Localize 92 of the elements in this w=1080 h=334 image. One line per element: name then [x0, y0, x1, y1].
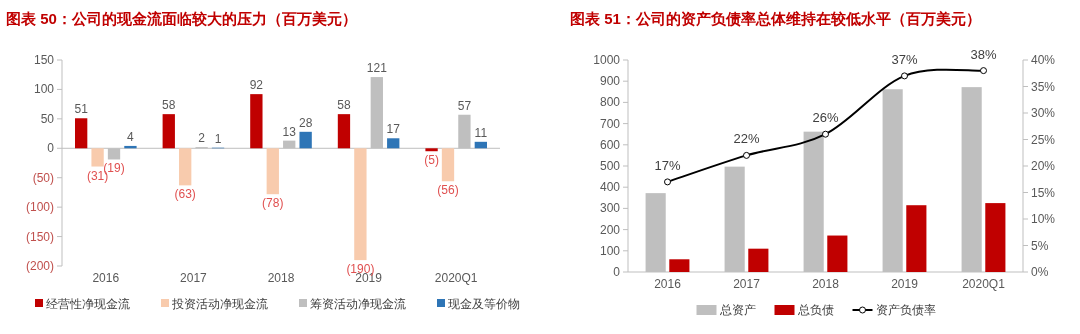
data-label: (63)	[174, 187, 196, 202]
point	[664, 178, 671, 186]
data-label: 28	[298, 115, 313, 130]
data-label: 13	[282, 124, 297, 139]
bar	[266, 148, 279, 195]
bar	[387, 138, 400, 149]
x-tick-label: 2017	[180, 271, 208, 285]
y-tick-label: 500	[599, 159, 621, 173]
legend-label: 筹资活动净现金流	[310, 297, 406, 311]
bar	[441, 148, 455, 182]
data-label: 92	[249, 78, 264, 93]
y-tick-label: (50)	[32, 170, 54, 185]
data-label: 17	[386, 122, 401, 137]
y-tick-label: 150	[33, 53, 55, 67]
x-tick-label: 2018	[267, 271, 295, 285]
data-label: (78)	[262, 196, 284, 211]
bar	[827, 235, 848, 272]
data-label: 4	[127, 129, 135, 144]
legend-label: 投资活动净现金流	[171, 297, 268, 311]
y2-tick-label: 35%	[1031, 79, 1056, 94]
data-label: 37%	[891, 51, 918, 67]
x-tick-label: 2020Q1	[434, 271, 478, 285]
y2-tick-label: 15%	[1031, 185, 1056, 200]
y-tick-label: (150)	[25, 229, 54, 244]
y-tick-label: (100)	[25, 200, 54, 215]
bar	[354, 148, 367, 261]
bar	[748, 248, 769, 272]
legend-label: 总负债	[796, 303, 834, 317]
x-tick-label: 2020Q1	[962, 277, 1006, 291]
legend-label: 现金及等价物	[448, 297, 520, 311]
data-label: 57	[457, 98, 472, 113]
y-tick-label: 100	[599, 243, 621, 258]
legend-label: 资产负债率	[875, 303, 936, 317]
data-label: 22%	[733, 131, 760, 147]
point	[743, 151, 750, 159]
point	[901, 72, 908, 80]
data-label: 121	[366, 61, 388, 76]
chart-title: 图表 51：公司的资产负债率总体维持在较低水平（百万美元）	[570, 10, 981, 27]
y-tick-label: 0	[613, 265, 621, 279]
data-label: 11	[474, 125, 488, 140]
y-tick-label: 600	[599, 137, 621, 152]
data-label: 17%	[654, 157, 681, 173]
y2-tick-label: 30%	[1031, 106, 1056, 120]
y2-tick-label: 40%	[1031, 53, 1056, 67]
bar	[250, 94, 263, 149]
bar	[337, 114, 351, 149]
x-tick-label: 2019	[891, 277, 919, 291]
bar	[425, 148, 438, 152]
y-tick-label: 700	[599, 116, 621, 131]
y-tick-label: 0	[47, 141, 55, 156]
y-tick-label: 1000	[593, 53, 621, 67]
y-tick-label: 800	[599, 95, 621, 110]
y2-tick-label: 5%	[1031, 238, 1049, 253]
data-label: 51	[74, 102, 89, 117]
y-tick-label: (200)	[25, 259, 54, 273]
bar	[299, 131, 312, 149]
data-label: 38%	[970, 46, 997, 62]
bar	[985, 203, 1006, 272]
y-tick-label: 200	[599, 222, 621, 237]
y-tick-label: 100	[33, 82, 55, 97]
bar	[179, 148, 192, 186]
x-tick-label: 2018	[812, 277, 840, 291]
point	[822, 130, 829, 138]
bar	[474, 141, 487, 149]
legend-label: 经营性净现金流	[46, 297, 130, 311]
bar	[669, 259, 690, 272]
bar	[906, 205, 927, 272]
y-tick-label: 300	[599, 201, 621, 216]
x-tick-label: 2017	[733, 277, 761, 291]
y2-tick-label: 10%	[1031, 212, 1056, 226]
chart-title: 图表 50：公司的现金流面临较大的压力（百万美元）	[6, 10, 357, 27]
data-label: 1	[214, 131, 222, 146]
data-label: 58	[337, 98, 351, 113]
y2-tick-label: 25%	[1031, 132, 1056, 147]
bar	[124, 145, 137, 149]
point	[980, 67, 987, 75]
data-label: 2	[198, 131, 206, 146]
legend-label: 总资产	[718, 303, 756, 317]
y2-tick-label: 20%	[1031, 159, 1056, 173]
data-label: (5)	[424, 153, 439, 168]
bar	[162, 114, 175, 149]
y2-tick-label: 0%	[1031, 265, 1049, 279]
data-label: 58	[162, 98, 176, 113]
data-label: 26%	[812, 110, 839, 126]
y-tick-label: 50	[40, 111, 55, 126]
y-tick-label: 400	[599, 180, 621, 195]
data-label: (56)	[437, 183, 459, 198]
bar	[75, 118, 88, 149]
x-tick-label: 2016	[92, 271, 120, 285]
y-tick-label: 900	[599, 74, 621, 89]
bar	[91, 148, 104, 167]
x-tick-label: 2016	[654, 277, 682, 291]
